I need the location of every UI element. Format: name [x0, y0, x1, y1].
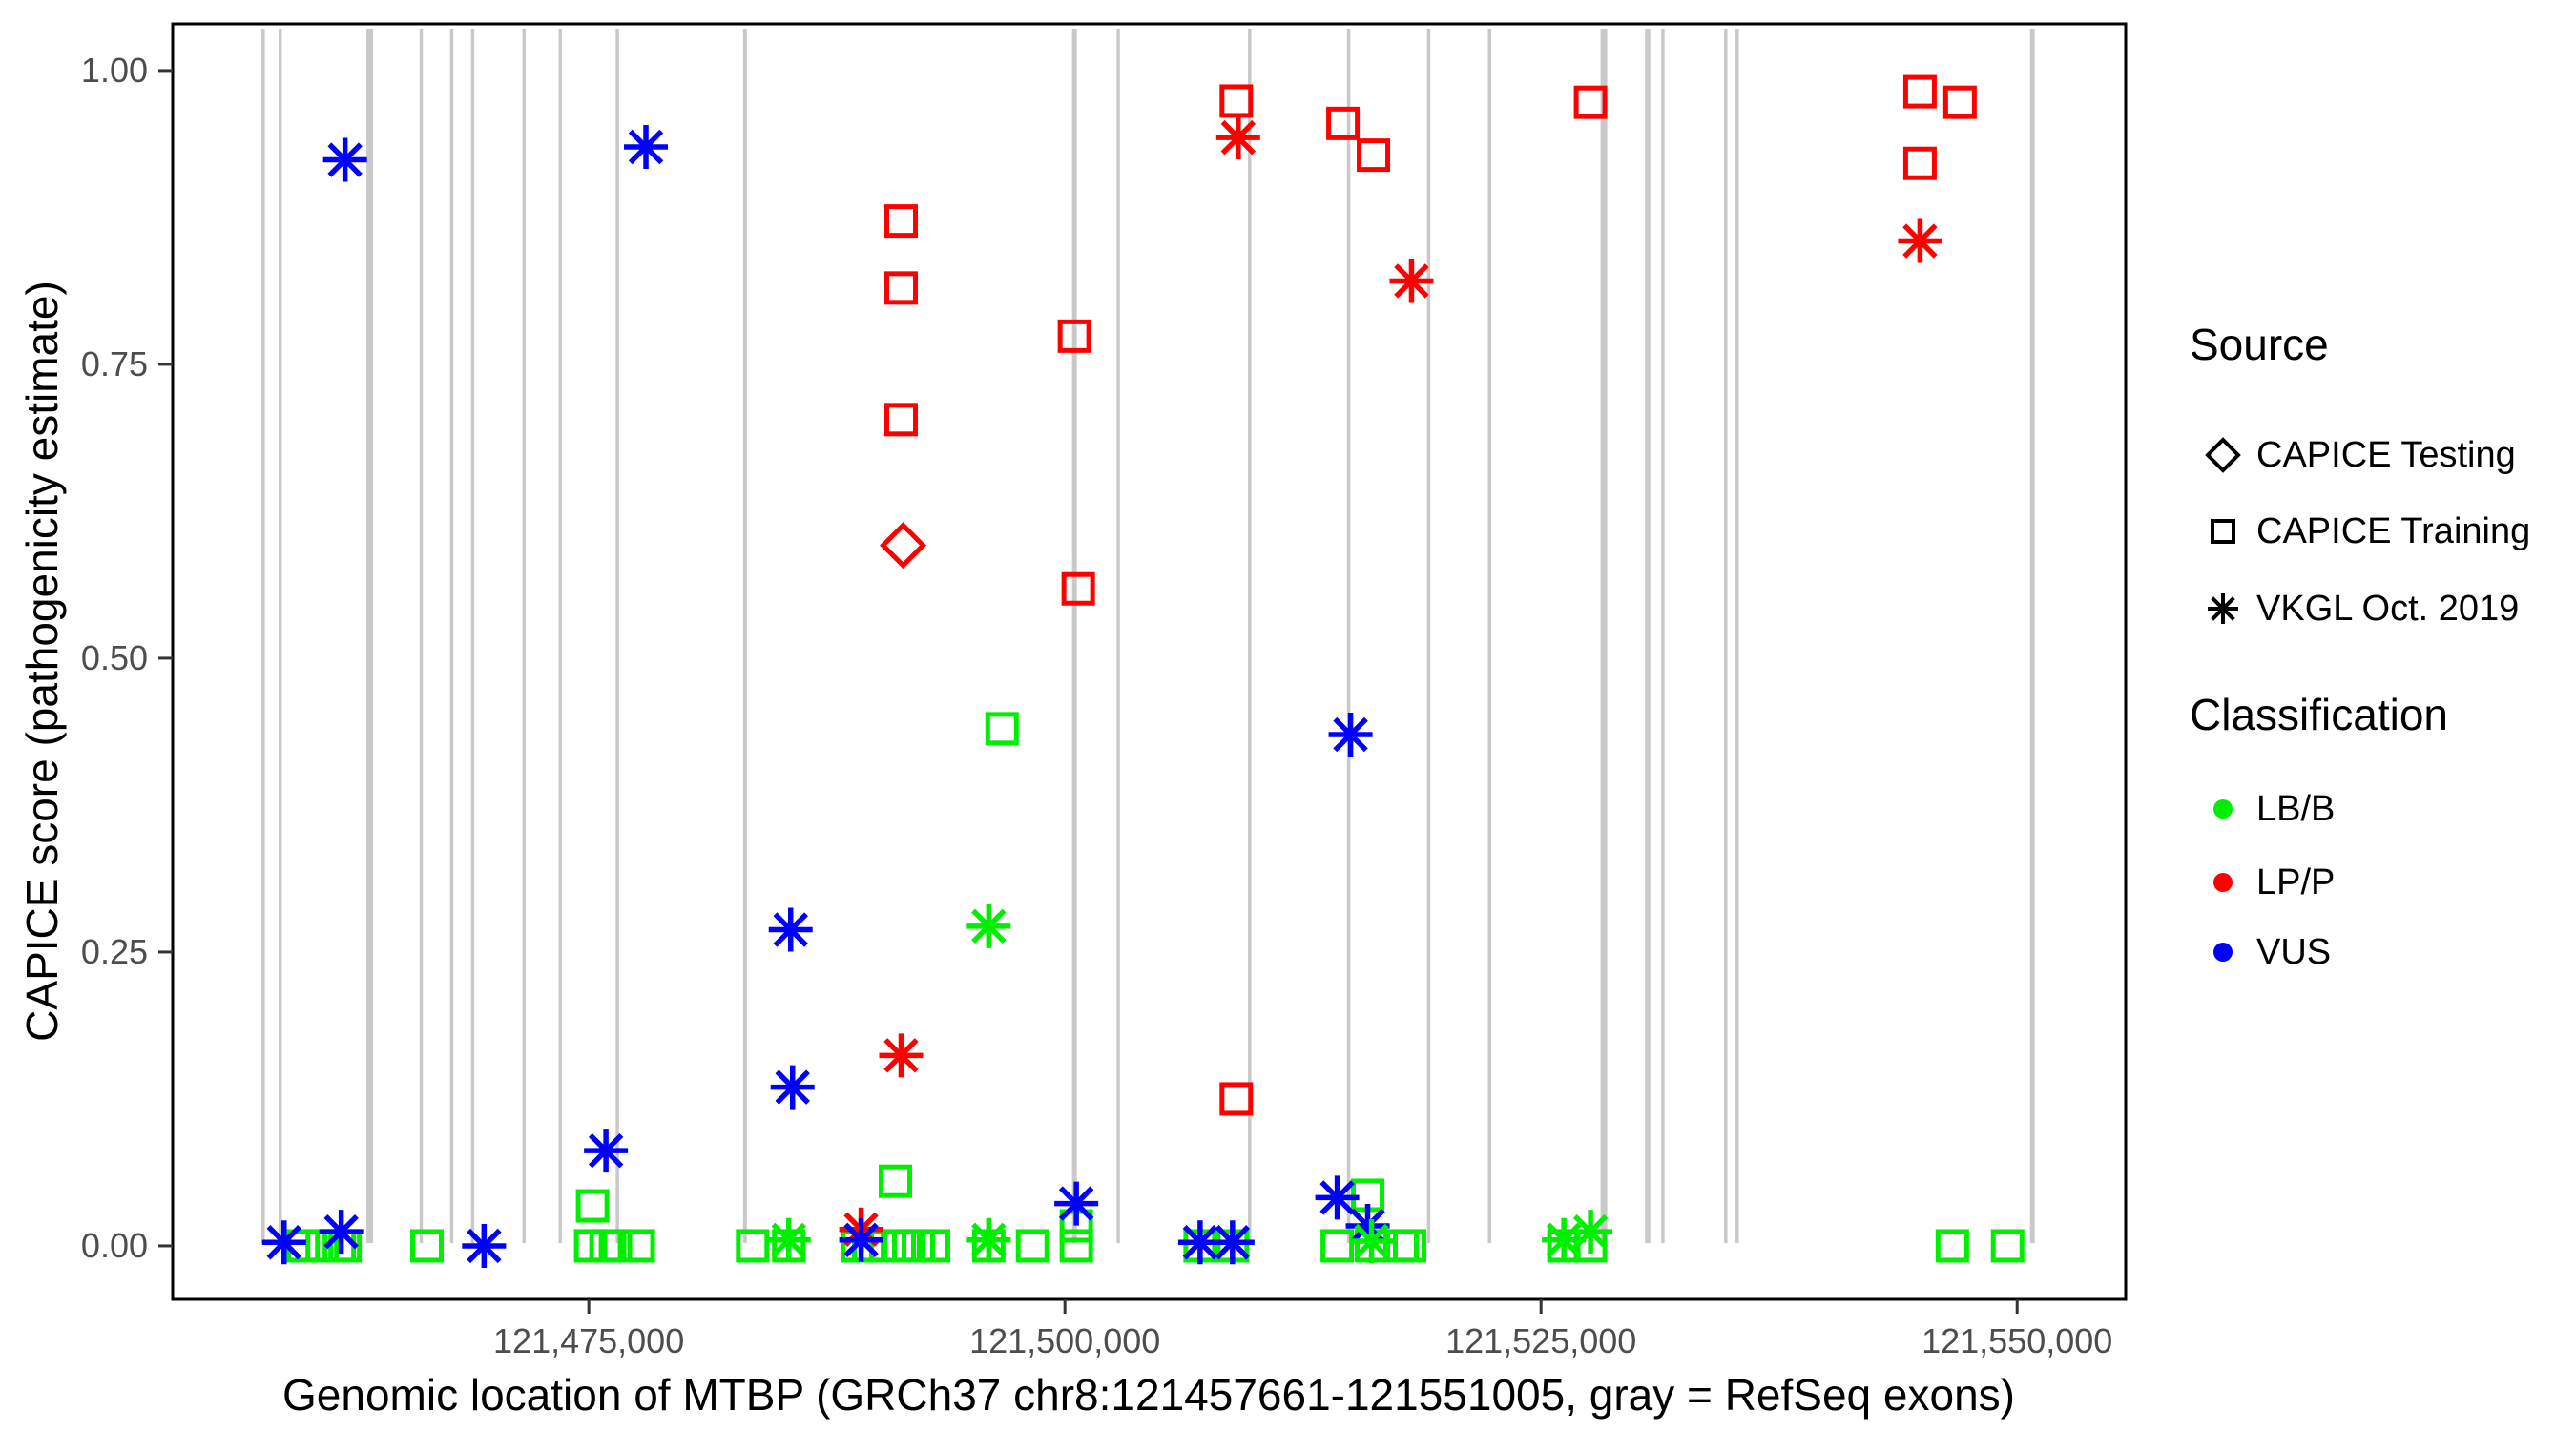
- y-tick-label: 0.00: [81, 1226, 148, 1265]
- legend-title-source: Source: [2190, 320, 2329, 369]
- data-point-asterisk: [462, 1223, 507, 1268]
- data-point-asterisk: [768, 907, 813, 952]
- legend-item-source-asterisk: VKGL Oct. 2019: [2190, 580, 2519, 637]
- legend-marker-class-lbb: [2213, 799, 2233, 819]
- data-point-square: [1990, 1229, 2025, 1263]
- legend-label-class-vus: VUS: [2256, 931, 2332, 972]
- data-point-square: [985, 712, 1019, 746]
- data-point-asterisk: [261, 1220, 306, 1265]
- data-point-asterisk: [879, 1033, 924, 1078]
- legend-item-class-lbb: LB/B: [2190, 780, 2335, 838]
- data-point-asterisk: [322, 137, 367, 182]
- data-point-asterisk: [770, 1065, 815, 1110]
- data-point-square: [1357, 138, 1391, 173]
- data-point-asterisk: [966, 1217, 1011, 1262]
- data-point-square: [1935, 1229, 1969, 1263]
- data-point-square: [1902, 146, 1937, 180]
- data-point-square: [883, 1229, 917, 1263]
- data-point-square: [1573, 85, 1608, 119]
- x-tick-label: 121,525,000: [1445, 1321, 1636, 1360]
- y-tick-label: 0.75: [81, 344, 148, 384]
- y-tick-label: 0.50: [81, 638, 148, 677]
- legend-marker-class-vus: [2213, 943, 2233, 962]
- data-point-square: [621, 1229, 655, 1263]
- data-point-square: [879, 1164, 913, 1198]
- data-point-asterisk: [1210, 1220, 1255, 1265]
- y-axis-title: CAPICE score (pathogenicity estimate): [17, 280, 67, 1042]
- data-point-square: [1015, 1229, 1049, 1263]
- data-point-square: [409, 1229, 444, 1263]
- data-point-square: [1057, 319, 1091, 353]
- legend-label-source-diamond: CAPICE Testing: [2256, 434, 2516, 475]
- legend-label-source-asterisk: VKGL Oct. 2019: [2256, 588, 2520, 629]
- data-point-square: [1902, 74, 1937, 109]
- data-point-square: [1320, 1229, 1355, 1263]
- panel-border: [171, 22, 2128, 1301]
- axis-ticks: 121,475,000 121,500,000 121,525,000 121,550…: [81, 51, 2112, 1360]
- data-point-square: [884, 204, 919, 238]
- data-point-asterisk: [1898, 218, 1942, 263]
- data-point-square: [884, 271, 919, 305]
- x-tick-label: 121,500,000: [969, 1321, 1160, 1360]
- legend-item-class-lpp: LP/P: [2190, 854, 2335, 911]
- data-point-square: [1392, 1229, 1426, 1263]
- legend-label-source-square: CAPICE Training: [2256, 510, 2531, 551]
- data-point-square: [1061, 571, 1095, 606]
- data-point-square: [1942, 85, 1977, 119]
- legend-label-class-lpp: LP/P: [2256, 861, 2336, 902]
- data-point-asterisk: [1328, 713, 1373, 757]
- data-point-asterisk: [584, 1129, 629, 1173]
- data-point-asterisk: [1349, 1219, 1394, 1264]
- refseq-exon-lines: [261, 29, 2035, 1243]
- x-tick-label: 121,550,000: [1922, 1321, 2112, 1360]
- data-point-square: [598, 1229, 633, 1263]
- legend-marker-source-square: [2211, 519, 2235, 544]
- data-point-square: [884, 403, 919, 437]
- data-point-square: [736, 1229, 770, 1263]
- x-tick-label: 121,475,000: [493, 1321, 684, 1360]
- legend-label-class-lbb: LB/B: [2256, 788, 2336, 829]
- legend-marker-class-lpp: [2213, 873, 2233, 892]
- legend-marker-source-diamond: [2205, 437, 2241, 473]
- legend-title-classification: Classification: [2190, 690, 2448, 739]
- data-point-asterisk: [1315, 1175, 1360, 1220]
- data-point-square: [575, 1189, 610, 1223]
- data-point-asterisk: [319, 1210, 364, 1255]
- legend-item-class-vus: VUS: [2190, 923, 2331, 981]
- data-point-asterisk: [624, 124, 669, 169]
- data-point-asterisk: [839, 1217, 883, 1262]
- data-point-square: [1059, 1229, 1093, 1263]
- y-tick-label: 0.25: [81, 932, 148, 971]
- y-tick-label: 1.00: [81, 51, 148, 90]
- data-point-asterisk: [966, 903, 1011, 948]
- data-point-asterisk: [1215, 115, 1260, 160]
- data-point-diamond: [879, 522, 927, 570]
- data-point-asterisk: [1542, 1217, 1587, 1262]
- data-point-square: [1219, 1082, 1254, 1116]
- data-point-square: [1384, 1229, 1419, 1263]
- data-points: [261, 74, 2025, 1268]
- data-point-square: [1326, 106, 1361, 140]
- data-point-asterisk: [766, 1217, 811, 1262]
- data-point-square: [1219, 84, 1254, 118]
- data-point-asterisk: [1054, 1181, 1099, 1226]
- data-point-square: [916, 1229, 950, 1263]
- x-axis-title: Genomic location of MTBP (GRCh37 chr8:12…: [282, 1370, 2015, 1420]
- data-point-asterisk: [1389, 259, 1434, 303]
- data-point-asterisk: [1568, 1210, 1613, 1255]
- legend-item-source-square: CAPICE Training: [2190, 503, 2530, 560]
- legend-marker-source-asterisk: [2208, 593, 2238, 624]
- legend-item-source-diamond: CAPICE Testing: [2190, 426, 2516, 484]
